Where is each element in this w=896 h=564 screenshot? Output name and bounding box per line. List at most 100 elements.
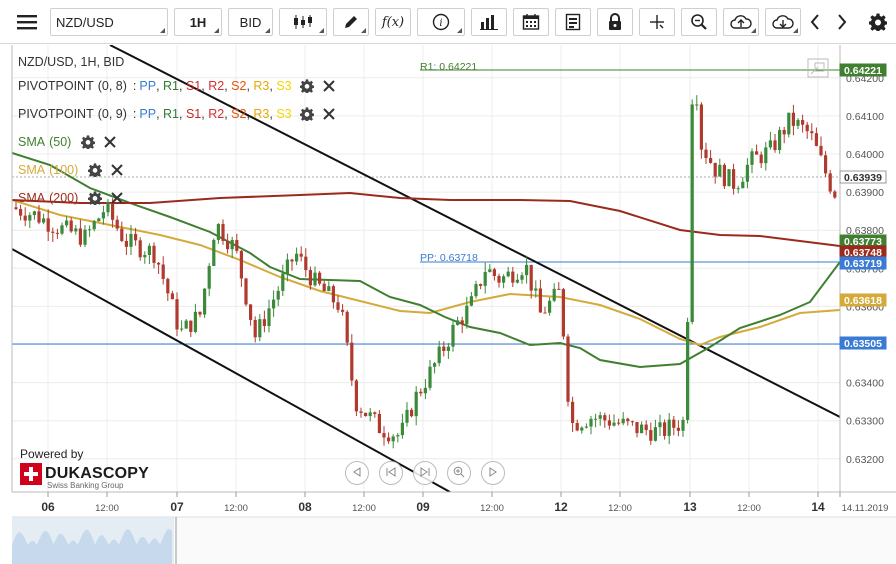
period-selector[interactable]: 1H [174,8,222,36]
candle [640,421,644,434]
close-icon[interactable] [110,191,124,205]
dukascopy-logo[interactable]: DUKASCOPY [20,463,149,485]
side-label: BID [239,14,262,30]
candle [28,212,32,228]
gear-icon[interactable] [88,191,103,205]
time-axis-label: 12:00 [608,503,632,514]
price-chart[interactable]: 0.642000.641000.640000.639000.638000.637… [0,45,896,564]
price-axis-label: 0.63800 [846,225,884,237]
candle [101,205,105,225]
candle [704,142,708,165]
candle [32,210,36,220]
gear-icon[interactable] [81,135,96,149]
time-axis-label: 12:00 [224,503,248,514]
close-icon[interactable] [103,135,117,149]
legend-s2: S2 [231,79,247,93]
gear-icon[interactable] [88,163,103,177]
candle [419,388,423,397]
svg-text:0.63939: 0.63939 [844,172,882,184]
close-icon[interactable] [322,79,336,93]
candle [304,248,308,277]
candle [525,255,529,284]
candle [805,121,809,139]
volume-button[interactable] [471,8,507,36]
candle [663,419,667,440]
legend-name: PIVOTPOINT [18,79,94,93]
skip-forward-icon [419,466,431,480]
candle [37,204,41,225]
candle [387,432,391,444]
scroll-back-button[interactable] [345,461,369,485]
legend-params: (0, 9) [97,107,127,121]
candle [235,233,239,254]
scroll-left-button[interactable] [803,8,827,36]
candle [405,402,409,427]
scroll-end-button[interactable] [413,461,437,485]
price-tag: 0.63939 [839,170,887,184]
template-button[interactable] [555,8,591,36]
candle [649,422,653,445]
candle [690,99,694,325]
triangle-right-icon [488,466,498,480]
close-icon[interactable] [110,163,124,177]
candle [83,225,87,247]
indicators-button[interactable]: f(x) [375,8,411,36]
gear-icon[interactable] [299,107,314,121]
lock-button[interactable] [597,8,633,36]
candle [543,306,547,314]
candle [566,334,570,407]
time-axis-label: 13 [683,500,697,514]
scroll-right-button[interactable] [830,8,854,36]
lower-trendline[interactable] [12,248,451,492]
candle [810,123,814,141]
calendar-button[interactable] [513,8,549,36]
download-button[interactable] [765,8,801,36]
price-tag: 0.63719 [839,256,887,270]
zoom-in-button[interactable] [447,461,471,485]
close-icon[interactable] [322,107,336,121]
scroll-forward-button[interactable] [481,461,505,485]
candle [759,151,763,169]
candle [276,286,280,307]
gear-icon[interactable] [299,79,314,93]
time-axis-label: 12:00 [480,503,504,514]
candle [106,199,110,217]
fx-icon: f(x) [381,14,405,30]
legend-s1: S1 [185,79,202,93]
candle [768,131,772,150]
candle [239,250,243,287]
settings-button[interactable] [864,8,892,36]
crosshair-button[interactable] [639,8,675,36]
info-button[interactable]: i [417,8,465,36]
menu-button[interactable] [10,8,44,36]
symbol-selector[interactable]: NZD/USD [50,8,168,36]
candle [134,227,138,246]
candle [497,273,501,288]
chart-type-button[interactable] [279,8,327,36]
candle [791,104,795,136]
candle [488,264,492,273]
price-tag: 0.63748 [839,245,887,259]
candle [166,277,170,301]
chevron-right-icon [837,14,847,30]
candle [253,316,257,343]
side-selector[interactable]: BID [228,8,273,36]
scroll-start-button[interactable] [379,461,403,485]
calendar-icon [522,13,540,31]
candle [226,233,230,254]
candle [603,412,607,428]
candle [612,414,616,427]
time-axis-label: 07 [170,500,184,514]
zoom-button[interactable] [681,8,717,36]
upload-button[interactable] [723,8,759,36]
legend-r1: R1 [163,107,179,121]
legend-r3: R3 [253,79,270,93]
draw-button[interactable] [333,8,369,36]
candle [814,127,818,147]
maximize-icon[interactable] [807,58,829,78]
candle [828,169,832,194]
price-axis-label: 0.64100 [846,111,884,123]
candle [193,303,197,334]
upper-trendline[interactable] [109,45,840,418]
legend-s2: S2 [231,107,247,121]
